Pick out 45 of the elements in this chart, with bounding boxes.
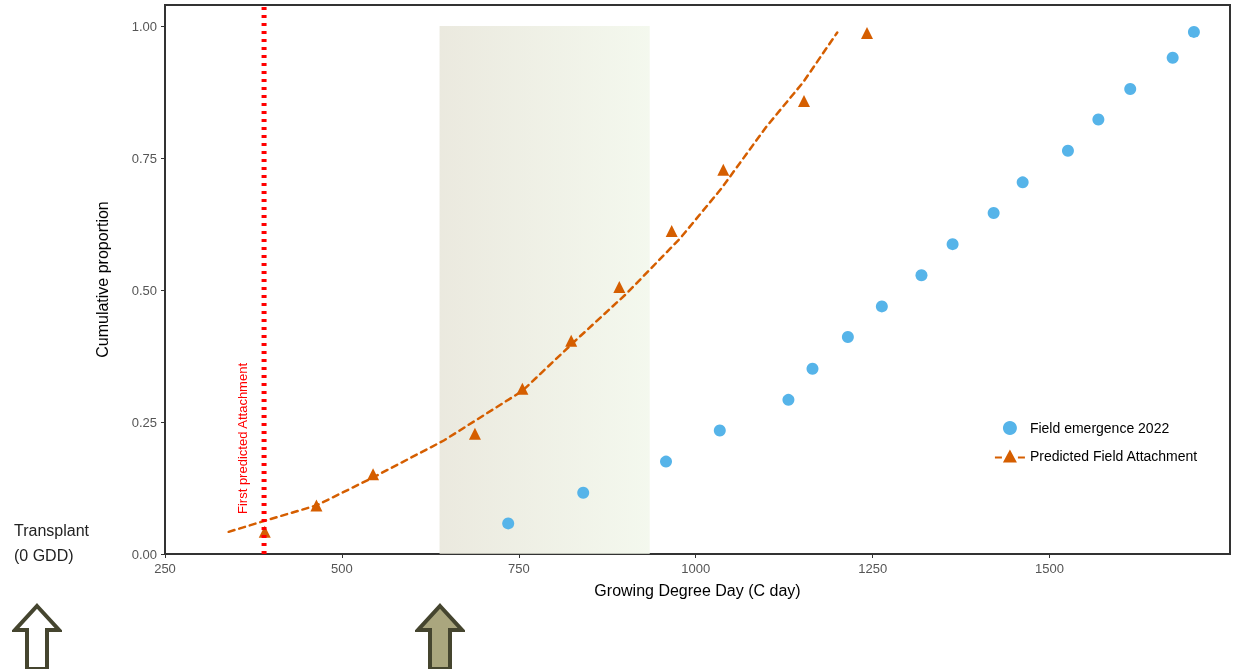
x-axis-title: Growing Degree Day (C day) [594,581,801,599]
point [1124,82,1137,95]
point [660,455,673,468]
y-tick-label: 0.50 [131,282,157,298]
point [468,427,481,440]
x-tick-label: 250 [154,561,176,576]
point [806,362,819,375]
point [717,163,730,176]
legend-label: Predicted Field Attachment [1029,448,1198,464]
point [516,382,529,395]
point [502,517,515,530]
point [1016,176,1029,189]
point [915,269,928,282]
y-tick-label: 0.75 [131,150,157,166]
point [577,486,590,499]
x-tick-label: 500 [331,561,353,576]
point [782,393,795,406]
point [713,424,726,437]
point [1187,25,1200,38]
point [1061,144,1074,157]
line-series [227,31,839,534]
point [565,334,578,347]
text: Transplant (0 GDD) [14,521,89,566]
point [987,206,1000,219]
point [875,300,888,313]
point [665,224,678,237]
point [310,499,323,512]
point [946,238,959,251]
point [798,95,810,108]
y-tick-label: 1.00 [131,18,157,34]
point [860,26,873,39]
ref-line-label: First predicted Attachment [234,362,250,514]
x-tick-label: 1500 [1035,561,1065,576]
x-tick-label: 1250 [858,561,888,576]
point [1166,51,1179,64]
y-tick-label: 0.25 [131,414,157,430]
y-tick-label: 0.00 [131,546,157,562]
legend-label: Field emergence 2022 [1029,420,1170,436]
x-tick-label: 1000 [681,561,711,576]
point [613,280,626,293]
x-tick-label: 750 [507,561,530,576]
point [841,331,854,344]
y-axis-title: Cumulative proportion [93,201,111,358]
point [367,468,380,481]
point [1092,113,1105,126]
